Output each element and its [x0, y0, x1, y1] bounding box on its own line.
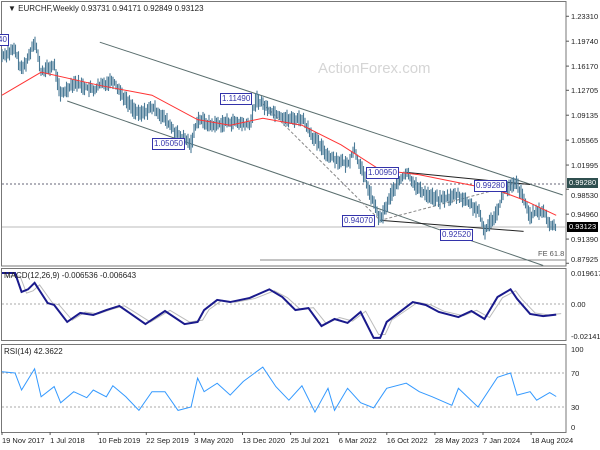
date-tick-label: 3 May 2020	[194, 436, 234, 445]
price-tick-label: 1.09135	[571, 110, 599, 120]
rsi-label: RSI(14) 42.3622	[4, 347, 63, 356]
price-tick-label: 0.94960	[571, 209, 599, 219]
macd-signal-line	[7, 275, 562, 336]
date-tick-label: 19 Nov 2017	[2, 436, 45, 445]
macd-tick-label: 0.019617	[571, 269, 600, 278]
chart-header: ▼ EURCHF,Weekly 0.93731 0.94171 0.92849 …	[8, 4, 204, 14]
macd-label: MACD(12,26,9) -0.006536 -0.006643	[4, 271, 137, 280]
swing-label-high-2018: 1.20040	[0, 34, 9, 46]
macd-line	[2, 272, 557, 339]
rsi-tick-label: 100	[571, 345, 584, 354]
resistance-level-badge: 0.99280	[567, 178, 599, 188]
price-tick-label: 0.91390	[571, 234, 599, 244]
macd-tick-label: -0.021418	[571, 332, 600, 341]
date-tick-label: 13 Dec 2020	[242, 436, 286, 445]
ohlc-close: 0.93123	[174, 4, 204, 13]
date-tick-label: 25 Jul 2021	[290, 436, 330, 445]
date-tick-label: 22 Sep 2019	[146, 436, 189, 445]
date-tick-label: 28 May 2023	[434, 436, 479, 445]
swing-label-low-2024: 0.92520	[440, 229, 473, 241]
price-tick-label: 0.98530	[571, 191, 599, 200]
menu-triangle-icon: ▼	[8, 4, 16, 13]
current-price-badge: 0.93123	[567, 221, 599, 232]
trendline-wedge-lower	[380, 219, 524, 232]
swing-label-high-2023: 1.00950	[366, 167, 399, 179]
watermark: ActionForex.com	[318, 60, 431, 77]
swing-label-high-2021: 1.11490	[220, 93, 253, 105]
date-tick-label: 1 Jul 2018	[50, 436, 85, 445]
price-tick-label: 1.05565	[571, 135, 599, 145]
rsi-tick-label: 30	[571, 402, 580, 412]
swing-label-high-2024: 0.99280	[474, 180, 507, 192]
date-tick-label: 18 Aug 2024	[531, 436, 574, 445]
symbol-title: EURCHF,Weekly	[18, 4, 79, 13]
main-pane-frame	[1, 1, 567, 267]
date-tick-label: 10 Feb 2019	[98, 436, 141, 445]
price-tick-label: 1.19740	[571, 36, 599, 46]
date-tick-label: 16 Oct 2022	[386, 436, 428, 445]
swing-label-low-2020: 1.05050	[152, 138, 185, 150]
swing-label-low-2022: 0.94070	[342, 215, 375, 227]
macd-tick-label: 0.00	[571, 299, 586, 309]
date-tick-label: 7 Jan 2024	[483, 436, 521, 445]
rsi-tick-label: 0	[571, 423, 576, 432]
rsi-tick-label: 70	[571, 368, 580, 378]
rsi-pane-frame	[1, 344, 567, 433]
moving-average-line	[1, 71, 557, 216]
price-tick-label: 0.87925	[571, 255, 599, 264]
macd-pane-frame	[1, 268, 567, 341]
price-tick-label: 1.23310	[571, 11, 599, 21]
ohlc-high: 0.94171	[112, 4, 142, 13]
ohlc-low: 0.92849	[143, 4, 173, 13]
fe-label: FE 61.8	[538, 249, 565, 258]
date-tick-label: 6 Mar 2022	[338, 436, 377, 445]
price-tick-label: 1.12705	[571, 85, 599, 95]
rsi-line	[1, 366, 557, 414]
price-tick-label: 1.01995	[571, 160, 599, 170]
price-tick-label: 1.16170	[571, 61, 599, 71]
trendline-channel-upper	[99, 41, 563, 196]
ohlc-open: 0.93731	[81, 4, 111, 13]
